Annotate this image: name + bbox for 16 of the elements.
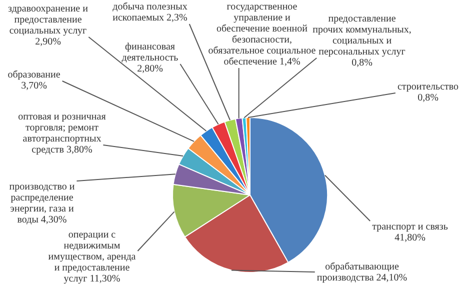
data-label: 2,90% — [35, 36, 61, 48]
slice-label: добыча полезных ископаемых 2,3% — [112, 2, 188, 24]
data-label: 0,8% — [352, 58, 372, 69]
slice-label: образование — [8, 70, 61, 81]
data-label: 3,70% — [21, 80, 47, 92]
slice-label: операции с недвижимым имуществом, аренда и предоставление услуг 11,30% — [48, 230, 136, 285]
data-label: 41,80% — [394, 232, 426, 244]
slice-label: обрабатывающие производства 24,10% — [316, 262, 408, 284]
slice-label: оптовая и розничная торговля; ремонт автотранспортных средств 3,80% — [18, 112, 106, 156]
slice-label: производство и распределение энергии, газа и воды 4,30% — [9, 182, 76, 226]
slice-label: транспорт и связь — [372, 222, 448, 233]
slice-label: финансовая деятельность — [122, 42, 179, 64]
slice-label: здравоохранение и предоставление социальных услуг — [8, 4, 89, 37]
slice-label: строительство — [397, 82, 459, 93]
data-label: 2,80% — [137, 64, 163, 75]
data-label: 0,8% — [418, 92, 438, 104]
